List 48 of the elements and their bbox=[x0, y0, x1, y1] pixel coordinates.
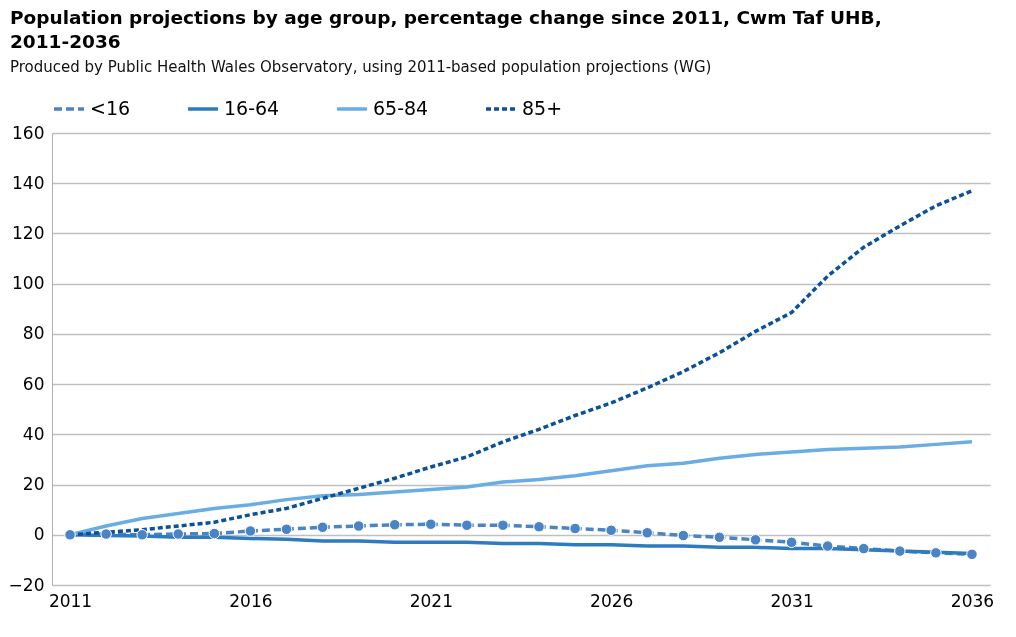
chart-subtitle: Produced by Public Health Wales Observatory, using 2011-based population projections (WG) bbox=[10, 58, 712, 76]
legend-label: 85+ bbox=[522, 97, 563, 119]
point bbox=[208, 527, 221, 540]
y-tick-label: −20 bbox=[8, 574, 45, 595]
point bbox=[785, 536, 798, 549]
y-tick-label: 80 bbox=[22, 323, 45, 344]
point bbox=[316, 521, 329, 533]
point bbox=[64, 529, 76, 541]
point bbox=[497, 519, 509, 531]
x-tick-label: 2036 bbox=[950, 590, 995, 611]
point bbox=[425, 518, 437, 530]
point bbox=[352, 520, 365, 532]
y-tick-label: 20 bbox=[22, 474, 45, 495]
point bbox=[677, 529, 690, 542]
point bbox=[641, 527, 654, 539]
legend-label: 65-84 bbox=[373, 97, 429, 119]
chart-title: Population projections by age group, percentage change since 2011, Cwm Taf UHB, 2011-2036 bbox=[10, 6, 883, 54]
y-tick-label: 0 bbox=[33, 524, 45, 545]
point bbox=[713, 531, 726, 544]
x-tick-label: 2021 bbox=[409, 590, 453, 611]
point bbox=[280, 523, 293, 535]
y-tick-label: 160 bbox=[12, 122, 45, 143]
point bbox=[857, 542, 870, 555]
point bbox=[749, 534, 762, 546]
point bbox=[461, 519, 473, 531]
point bbox=[136, 529, 148, 541]
point bbox=[966, 548, 978, 561]
x-tick-label: 2016 bbox=[229, 590, 273, 611]
y-tick-label: 60 bbox=[22, 373, 45, 394]
point bbox=[533, 521, 545, 533]
point bbox=[569, 522, 581, 535]
point bbox=[100, 528, 112, 540]
x-tick-label: 2031 bbox=[770, 590, 814, 611]
point bbox=[605, 524, 617, 536]
y-tick-label: 100 bbox=[12, 273, 45, 294]
x-tick-label: 2026 bbox=[590, 590, 634, 611]
legend-label: <16 bbox=[90, 97, 131, 119]
y-tick-label: 120 bbox=[12, 222, 45, 243]
point bbox=[894, 545, 906, 557]
y-tick-label: 40 bbox=[22, 423, 45, 444]
x-tick-label: 2011 bbox=[48, 590, 93, 611]
point bbox=[172, 528, 185, 540]
point bbox=[388, 519, 401, 531]
point bbox=[930, 547, 942, 559]
y-tick-label: 140 bbox=[12, 172, 45, 193]
point bbox=[244, 525, 257, 537]
point bbox=[821, 540, 834, 552]
legend-label: 16-64 bbox=[224, 97, 280, 119]
